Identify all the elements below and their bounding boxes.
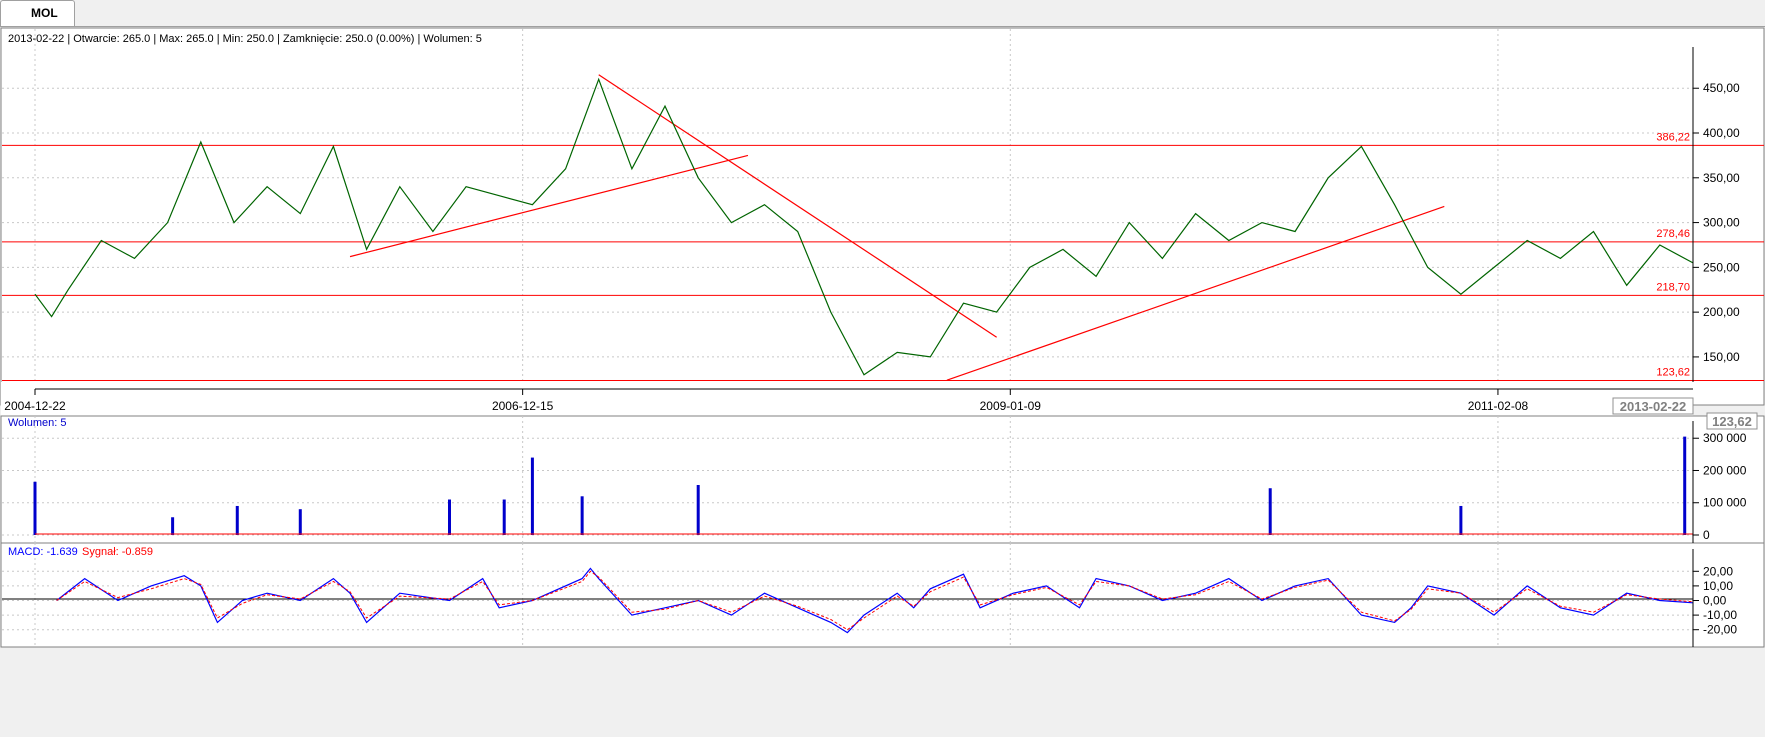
trend-line — [349, 154, 749, 258]
price-panel — [0, 27, 1765, 406]
volume-bars — [33, 436, 1693, 535]
price-box — [1706, 412, 1758, 430]
volume-tick-label: 200 000 — [1703, 463, 1747, 477]
volume-bar — [530, 457, 534, 535]
end-date-box — [1612, 397, 1694, 415]
price-tick-label: 350,00 — [1703, 171, 1740, 185]
macd-panel — [0, 542, 1765, 648]
date-tick-label: 2006-12-15 — [492, 399, 554, 413]
volume-tick-label: 300 000 — [1703, 431, 1747, 445]
volume-bar — [502, 499, 506, 535]
price-tick-label: 200,00 — [1703, 305, 1740, 319]
macd-tick-label: -10,00 — [1703, 608, 1737, 622]
macd-tick-label: 10,00 — [1703, 579, 1733, 593]
price-y-ticks: 450,00 400,00 350,00 300,00 250,00 200,00 150,… — [1693, 81, 1740, 364]
trend-line — [598, 74, 997, 338]
level-label: 218,70 — [1656, 281, 1690, 293]
macd-tick-label: 20,00 — [1703, 564, 1733, 578]
level-labels: 386,22 278,46 218,70 123,62 — [1656, 131, 1690, 378]
volume-bar — [298, 509, 302, 535]
tab-bar: MOL — [0, 0, 1765, 27]
date-axis-strip — [1, 382, 1693, 416]
volume-bar — [448, 499, 451, 535]
volume-bar — [33, 481, 37, 535]
date-tick-label: 2009-01-09 — [980, 399, 1042, 413]
volume-bar — [696, 485, 700, 535]
price-tick-label: 400,00 — [1703, 126, 1740, 140]
date-axis-ticks: 2004-12-22 2006-12-15 2009-01-09 2011-02-08 — [4, 389, 1529, 413]
volume-tick-label: 0 — [1703, 528, 1710, 542]
signal-label: Sygnał: -0.859 — [82, 546, 153, 558]
signal-series-line — [56, 570, 1694, 631]
level-label: 386,22 — [1656, 131, 1690, 143]
macd-label: MACD: -1.639 — [8, 546, 78, 558]
stock-chart[interactable]: 450,00 400,00 350,00 300,00 250,00 200,00 150,… — [0, 27, 1765, 737]
price-tick-label: 150,00 — [1703, 350, 1740, 364]
grid-lines — [2, 29, 1693, 647]
price-series-line — [34, 77, 1694, 376]
date-tick-label: 2004-12-22 — [4, 399, 66, 413]
support-resistance-lines — [2, 144, 1764, 382]
end-date-label: 2013-02-22 — [1620, 399, 1687, 414]
price-tick-label: 300,00 — [1703, 216, 1740, 230]
volume-panel — [0, 415, 1765, 544]
macd-tick-label: -20,00 — [1703, 623, 1737, 637]
trend-line — [946, 205, 1445, 381]
trend-lines — [349, 74, 1445, 381]
macd-tick-label: 0,00 — [1703, 594, 1727, 608]
level-label: 123,62 — [1656, 367, 1690, 379]
tab-mol[interactable]: MOL — [0, 0, 75, 26]
volume-bar — [580, 496, 584, 535]
volume-bar — [235, 505, 239, 535]
price-tick-label: 450,00 — [1703, 81, 1740, 95]
volume-label: Wolumen: 5 — [8, 417, 67, 429]
volume-bar — [171, 517, 175, 535]
level-label: 278,46 — [1656, 228, 1690, 240]
date-tick-label: 2011-02-08 — [1468, 399, 1529, 413]
volume-tick-label: 100 000 — [1703, 496, 1747, 510]
volume-y-ticks: 300 000 200 000 100 000 0 — [1693, 431, 1747, 542]
volume-bar — [1683, 436, 1687, 535]
ohlc-info: 2013-02-22 | Otwarcie: 265.0 | Max: 265.… — [8, 33, 482, 45]
price-box-value: 123,62 — [1712, 414, 1752, 429]
volume-bar — [1268, 488, 1272, 535]
volume-bar — [1459, 505, 1463, 535]
price-tick-label: 250,00 — [1703, 260, 1740, 274]
